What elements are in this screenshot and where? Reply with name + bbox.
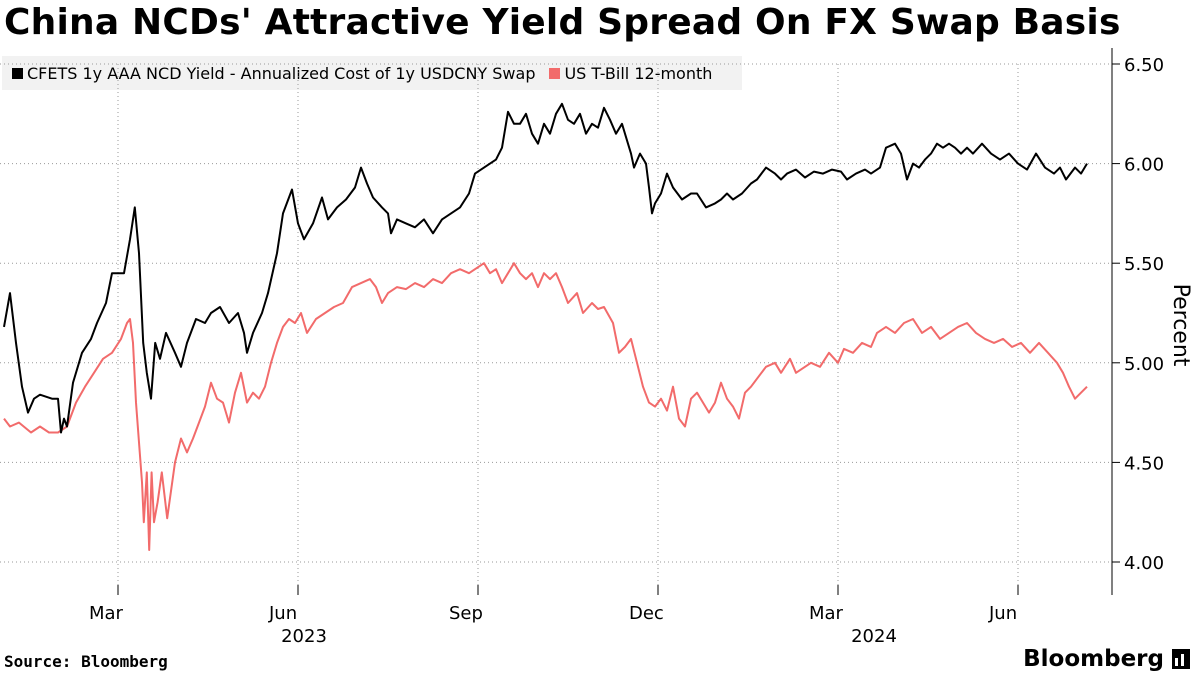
series-line-ncd-yield [3, 102, 1088, 434]
x-year-label: 2024 [851, 626, 897, 647]
x-tick-label: Jun [268, 603, 297, 624]
y-tick-label: 5.00 [1124, 354, 1164, 375]
legend: CFETS 1y AAA NCD Yield - Annualized Cost… [2, 56, 742, 90]
x-year-label: 2023 [281, 626, 327, 647]
legend-label-tbill: US T-Bill 12-month [564, 63, 713, 83]
x-tick-label: Mar [89, 603, 124, 624]
legend-item-ncd[interactable]: CFETS 1y AAA NCD Yield - Annualized Cost… [12, 64, 535, 83]
legend-item-tbill[interactable]: US T-Bill 12-month [549, 64, 712, 83]
bloomberg-logo: Bloomberg [1023, 646, 1190, 672]
x-tick-label: Dec [629, 603, 664, 624]
y-tick-label: 4.00 [1124, 553, 1164, 574]
x-tick-label: Jun [988, 603, 1017, 624]
legend-label-ncd: CFETS 1y AAA NCD Yield - Annualized Cost… [27, 63, 536, 83]
x-tick-label: Mar [809, 603, 844, 624]
y-tick-label: 6.50 [1124, 55, 1164, 76]
series-line-us-tbill [3, 262, 1088, 551]
source-note: Source: Bloomberg [4, 652, 168, 671]
y-tick-label: 5.50 [1124, 254, 1164, 275]
x-tick-label: Sep [449, 603, 483, 624]
y-axis-label: Percent [1168, 284, 1193, 367]
y-tick-label: 6.00 [1124, 155, 1164, 176]
bloomberg-terminal-icon [1172, 649, 1190, 669]
y-axis: 6.50 6.00 5.50 5.00 4.50 4.00 [1111, 48, 1164, 595]
chart-title: China NCDs' Attractive Yield Spread On F… [4, 2, 1121, 43]
legend-swatch-tbill [549, 67, 561, 79]
y-tick-label: 4.50 [1124, 453, 1164, 474]
brand-name: Bloomberg [1023, 646, 1164, 672]
series-lines [3, 102, 1088, 551]
gridlines [0, 63, 1112, 595]
legend-swatch-ncd [12, 67, 23, 79]
